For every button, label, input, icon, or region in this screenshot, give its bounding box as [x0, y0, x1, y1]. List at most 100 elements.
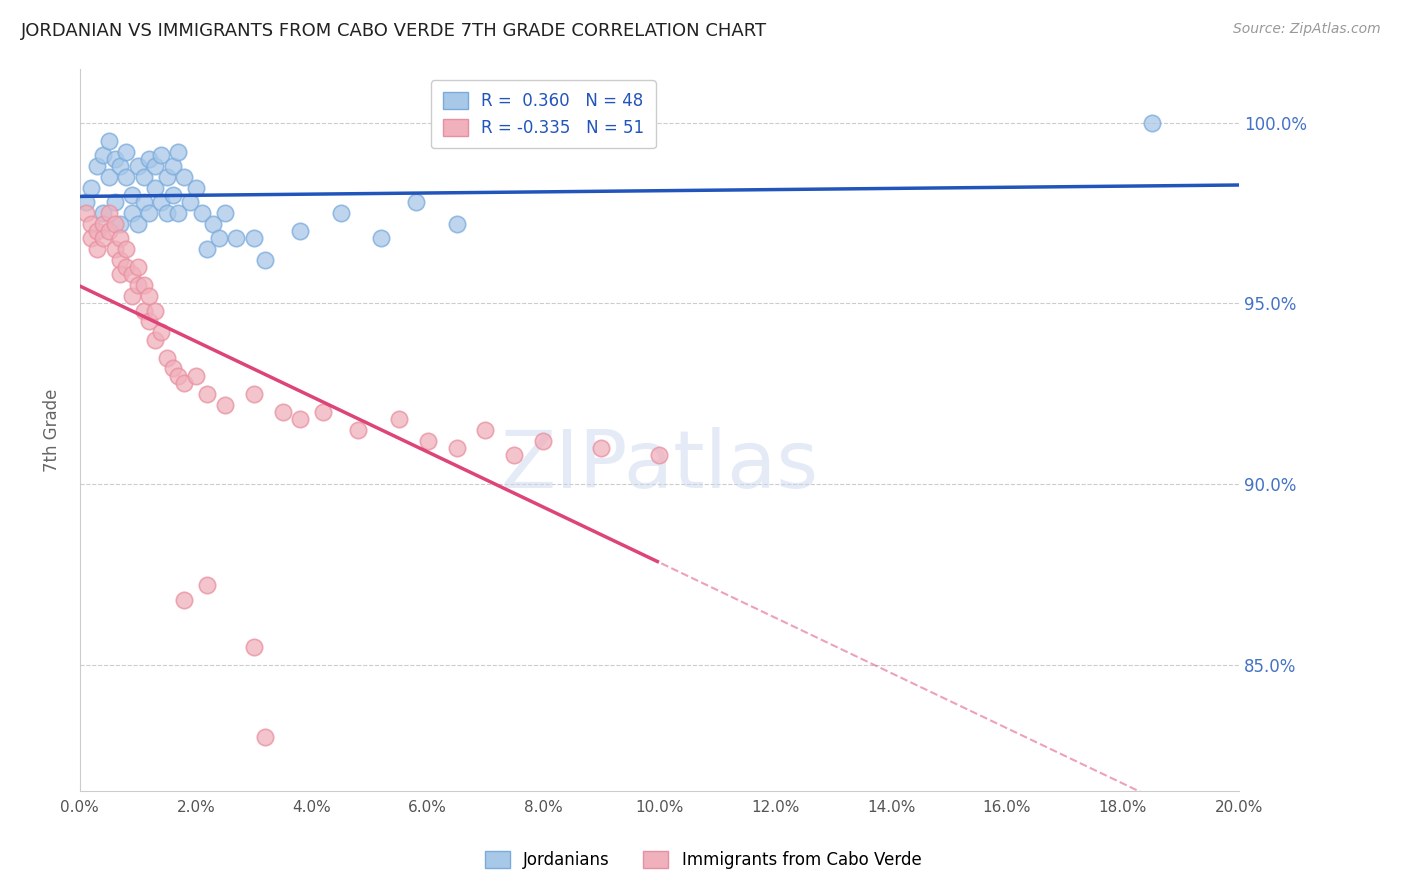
- Point: [288, 412, 311, 426]
- Point: [86, 224, 108, 238]
- Point: [75, 195, 97, 210]
- Point: [167, 145, 190, 159]
- Point: [104, 195, 127, 210]
- Point: [143, 303, 166, 318]
- Point: [173, 592, 195, 607]
- Point: [167, 206, 190, 220]
- Point: [195, 242, 218, 256]
- Point: [271, 405, 294, 419]
- Point: [1140, 116, 1163, 130]
- Point: [104, 217, 127, 231]
- Point: [173, 169, 195, 184]
- Point: [195, 386, 218, 401]
- Point: [184, 181, 207, 195]
- Point: [97, 169, 120, 184]
- Point: [115, 242, 138, 256]
- Point: [75, 206, 97, 220]
- Point: [405, 195, 427, 210]
- Point: [591, 441, 613, 455]
- Point: [242, 640, 264, 654]
- Point: [446, 217, 468, 231]
- Point: [150, 195, 173, 210]
- Point: [138, 206, 160, 220]
- Point: [648, 448, 671, 462]
- Point: [91, 206, 114, 220]
- Point: [254, 730, 277, 744]
- Point: [195, 578, 218, 592]
- Point: [503, 448, 526, 462]
- Point: [97, 224, 120, 238]
- Point: [150, 148, 173, 162]
- Point: [115, 260, 138, 275]
- Point: [347, 423, 370, 437]
- Point: [214, 398, 236, 412]
- Point: [156, 351, 179, 365]
- Point: [143, 333, 166, 347]
- Point: [86, 159, 108, 173]
- Point: [91, 148, 114, 162]
- Point: [127, 260, 149, 275]
- Point: [91, 231, 114, 245]
- Point: [91, 217, 114, 231]
- Point: [115, 169, 138, 184]
- Point: [150, 326, 173, 340]
- Point: [110, 268, 132, 282]
- Point: [184, 368, 207, 383]
- Point: [254, 253, 277, 268]
- Point: [104, 152, 127, 166]
- Point: [121, 289, 143, 303]
- Point: [162, 361, 184, 376]
- Point: [121, 188, 143, 202]
- Point: [225, 231, 247, 245]
- Point: [214, 206, 236, 220]
- Point: [127, 217, 149, 231]
- Point: [132, 303, 155, 318]
- Point: [242, 231, 264, 245]
- Point: [132, 278, 155, 293]
- Legend: R =  0.360   N = 48, R = -0.335   N = 51: R = 0.360 N = 48, R = -0.335 N = 51: [432, 80, 655, 148]
- Point: [173, 376, 195, 390]
- Point: [110, 159, 132, 173]
- Point: [190, 206, 212, 220]
- Point: [121, 268, 143, 282]
- Point: [110, 231, 132, 245]
- Point: [121, 206, 143, 220]
- Point: [202, 217, 225, 231]
- Point: [167, 368, 190, 383]
- Point: [80, 217, 103, 231]
- Point: [156, 206, 179, 220]
- Point: [80, 181, 103, 195]
- Point: [104, 242, 127, 256]
- Point: [329, 206, 352, 220]
- Text: Source: ZipAtlas.com: Source: ZipAtlas.com: [1233, 22, 1381, 37]
- Point: [312, 405, 335, 419]
- Point: [387, 412, 409, 426]
- Point: [208, 231, 231, 245]
- Point: [97, 206, 120, 220]
- Point: [110, 253, 132, 268]
- Point: [143, 181, 166, 195]
- Point: [162, 159, 184, 173]
- Point: [474, 423, 496, 437]
- Point: [127, 159, 149, 173]
- Point: [162, 188, 184, 202]
- Point: [179, 195, 201, 210]
- Point: [533, 434, 555, 448]
- Point: [80, 231, 103, 245]
- Point: [242, 386, 264, 401]
- Point: [127, 278, 149, 293]
- Point: [110, 217, 132, 231]
- Point: [156, 169, 179, 184]
- Point: [370, 231, 392, 245]
- Point: [97, 134, 120, 148]
- Point: [132, 195, 155, 210]
- Point: [115, 145, 138, 159]
- Point: [288, 224, 311, 238]
- Point: [138, 289, 160, 303]
- Point: [138, 152, 160, 166]
- Point: [143, 159, 166, 173]
- Point: [416, 434, 439, 448]
- Text: JORDANIAN VS IMMIGRANTS FROM CABO VERDE 7TH GRADE CORRELATION CHART: JORDANIAN VS IMMIGRANTS FROM CABO VERDE …: [21, 22, 768, 40]
- Point: [446, 441, 468, 455]
- Point: [132, 169, 155, 184]
